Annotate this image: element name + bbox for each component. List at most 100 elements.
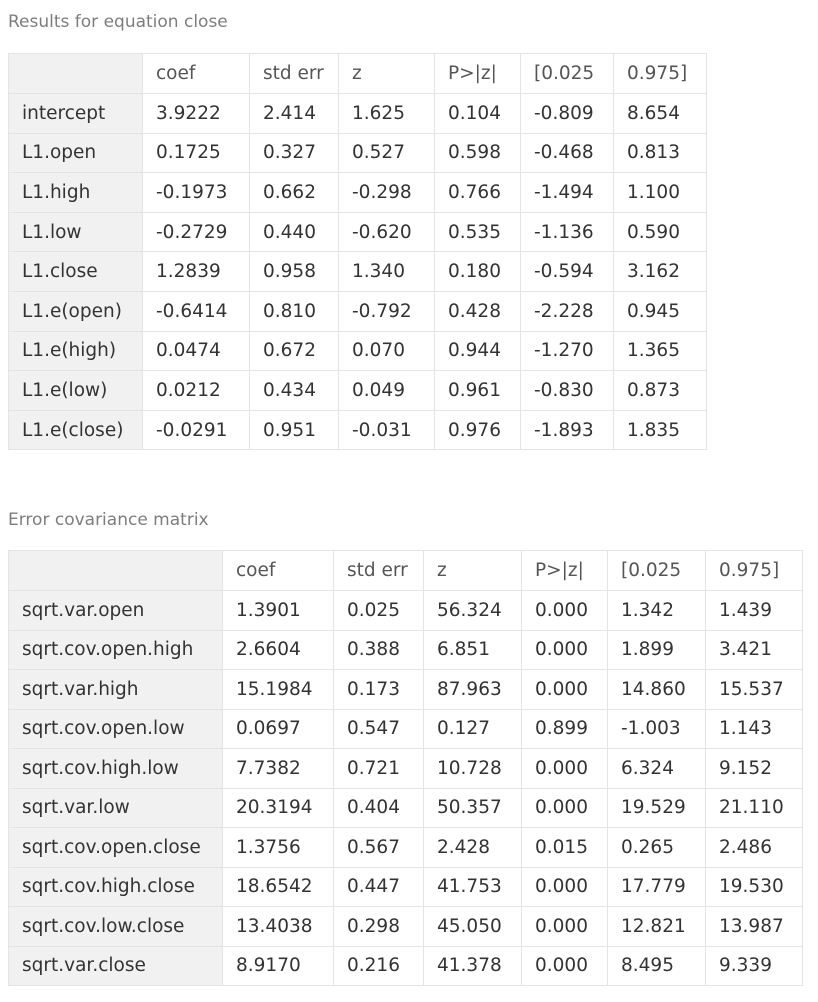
table-cell: 1.3901 <box>222 590 334 631</box>
table-cell: 0.127 <box>423 708 522 749</box>
table-header-row: coef std err z P>|z| [0.025 0.975] <box>8 550 803 591</box>
table-cell: 0.0212 <box>142 370 250 411</box>
table-cell: 8.654 <box>613 93 707 134</box>
row-label: sqrt.cov.high.low <box>8 748 223 789</box>
column-header-ci-upper: 0.975] <box>705 550 803 591</box>
table-cell: 0.015 <box>521 827 608 868</box>
column-header-p-value: P>|z| <box>521 550 608 591</box>
table-cell: -0.468 <box>520 132 614 174</box>
table-row: sqrt.var.close 8.9170 0.216 41.378 0.000 8.49… <box>8 945 803 986</box>
table-cell: 41.753 <box>423 866 522 907</box>
table-row: sqrt.cov.open.low 0.0697 0.547 0.127 0.899 -1… <box>8 708 803 749</box>
table-cell: 50.357 <box>423 787 522 828</box>
table-cell: 6.851 <box>423 629 522 670</box>
table-cell: 0.388 <box>333 629 424 670</box>
table-cell: 0.265 <box>607 827 706 868</box>
table-cell: -0.792 <box>338 290 435 332</box>
table-row: intercept 3.9222 2.414 1.625 0.104 -0.809 8.65… <box>8 93 707 134</box>
table-cell: -1.136 <box>520 211 614 253</box>
table-cell: 0.945 <box>613 290 707 332</box>
row-label: L1.e(low) <box>8 370 143 411</box>
table-cell: 19.529 <box>607 787 706 828</box>
error-covariance-table: coef std err z P>|z| [0.025 0.975] sqrt.… <box>8 550 803 986</box>
table-cell: 0.810 <box>249 290 339 332</box>
table-cell: 0.104 <box>434 93 521 134</box>
table-cell: 0.672 <box>249 330 339 372</box>
table-row: sqrt.cov.high.low 7.7382 0.721 10.728 0.000 6… <box>8 748 803 789</box>
table-cell: 0.976 <box>434 409 521 451</box>
table-cell: 0.958 <box>249 251 339 292</box>
table-cell: -0.830 <box>520 370 614 411</box>
table-cell: 1.143 <box>705 708 803 749</box>
header-corner-cell <box>8 53 143 94</box>
row-label: L1.high <box>8 172 143 213</box>
table-cell: 0.0474 <box>142 330 250 372</box>
row-label: L1.e(open) <box>8 290 143 332</box>
row-label: intercept <box>8 93 143 134</box>
table-cell: 0.961 <box>434 370 521 411</box>
row-label: sqrt.cov.high.close <box>8 866 223 907</box>
error-covariance-body: sqrt.var.open 1.3901 0.025 56.324 0.000 1.342… <box>8 590 803 986</box>
table-cell: 0.944 <box>434 330 521 372</box>
table-cell: 1.365 <box>613 330 707 372</box>
row-label: sqrt.cov.open.close <box>8 827 223 868</box>
column-header-ci-upper: 0.975] <box>613 53 707 94</box>
column-header-ci-lower: [0.025 <box>520 53 614 94</box>
table-cell: 14.860 <box>607 669 706 710</box>
table-cell: 0.000 <box>521 629 608 670</box>
row-label: sqrt.cov.low.close <box>8 906 223 947</box>
table-cell: 0.025 <box>333 590 424 631</box>
table-cell: 19.530 <box>705 866 803 907</box>
row-label: sqrt.var.high <box>8 669 223 710</box>
table-cell: 0.000 <box>521 590 608 631</box>
table-row: sqrt.var.high 15.1984 0.173 87.963 0.000 14.8… <box>8 669 803 710</box>
table-cell: 9.339 <box>705 945 803 986</box>
equation-results-body: intercept 3.9222 2.414 1.625 0.104 -0.809 8.65… <box>8 93 707 451</box>
table-cell: 21.110 <box>705 787 803 828</box>
table-cell: 45.050 <box>423 906 522 947</box>
table-cell: 87.963 <box>423 669 522 710</box>
table-row: L1.e(close) -0.0291 0.951 -0.031 0.976 -1.893… <box>8 409 707 451</box>
table-cell: 0.1725 <box>142 132 250 174</box>
table-cell: 0.598 <box>434 132 521 174</box>
table-cell: 0.434 <box>249 370 339 411</box>
table-row: sqrt.cov.low.close 13.4038 0.298 45.050 0.00… <box>8 906 803 947</box>
table-cell: 0.298 <box>333 906 424 947</box>
table-cell: 0.813 <box>613 132 707 174</box>
table-cell: 20.3194 <box>222 787 334 828</box>
table-cell: 8.495 <box>607 945 706 986</box>
table-cell: 0.049 <box>338 370 435 411</box>
table-cell: -1.494 <box>520 172 614 213</box>
column-header-std-err: std err <box>249 53 339 94</box>
table-row: sqrt.var.open 1.3901 0.025 56.324 0.000 1.342… <box>8 590 803 631</box>
table-cell: 0.000 <box>521 945 608 986</box>
table-cell: 0.590 <box>613 211 707 253</box>
table-cell: -0.0291 <box>142 409 250 451</box>
table-cell: 0.000 <box>521 906 608 947</box>
row-label: sqrt.var.close <box>8 945 223 986</box>
table-cell: 1.835 <box>613 409 707 451</box>
row-label: sqrt.cov.open.low <box>8 708 223 749</box>
table-row: L1.low -0.2729 0.440 -0.620 0.535 -1.136 0.590 <box>8 211 707 253</box>
equation-results-table: coef std err z P>|z| [0.025 0.975] inter… <box>8 53 707 451</box>
table-cell: 1.3756 <box>222 827 334 868</box>
table-cell: -0.2729 <box>142 211 250 253</box>
table-cell: 2.6604 <box>222 629 334 670</box>
column-header-z: z <box>338 53 435 94</box>
table-cell: -0.1973 <box>142 172 250 213</box>
table-cell: 7.7382 <box>222 748 334 789</box>
row-label: L1.open <box>8 132 143 174</box>
table-cell: 12.821 <box>607 906 706 947</box>
table-row: L1.e(low) 0.0212 0.434 0.049 0.961 -0.830 0.87… <box>8 370 707 411</box>
table-cell: 0.0697 <box>222 708 334 749</box>
table-cell: 0.873 <box>613 370 707 411</box>
table-cell: 0.527 <box>338 132 435 174</box>
table-cell: 9.152 <box>705 748 803 789</box>
table-header-row: coef std err z P>|z| [0.025 0.975] <box>8 53 707 94</box>
table-cell: 41.378 <box>423 945 522 986</box>
table-row: L1.open 0.1725 0.327 0.527 0.598 -0.468 0.813 <box>8 132 707 174</box>
table-cell: 0.180 <box>434 251 521 292</box>
table-cell: 0.000 <box>521 787 608 828</box>
table-cell: 3.162 <box>613 251 707 292</box>
table-cell: 0.000 <box>521 669 608 710</box>
